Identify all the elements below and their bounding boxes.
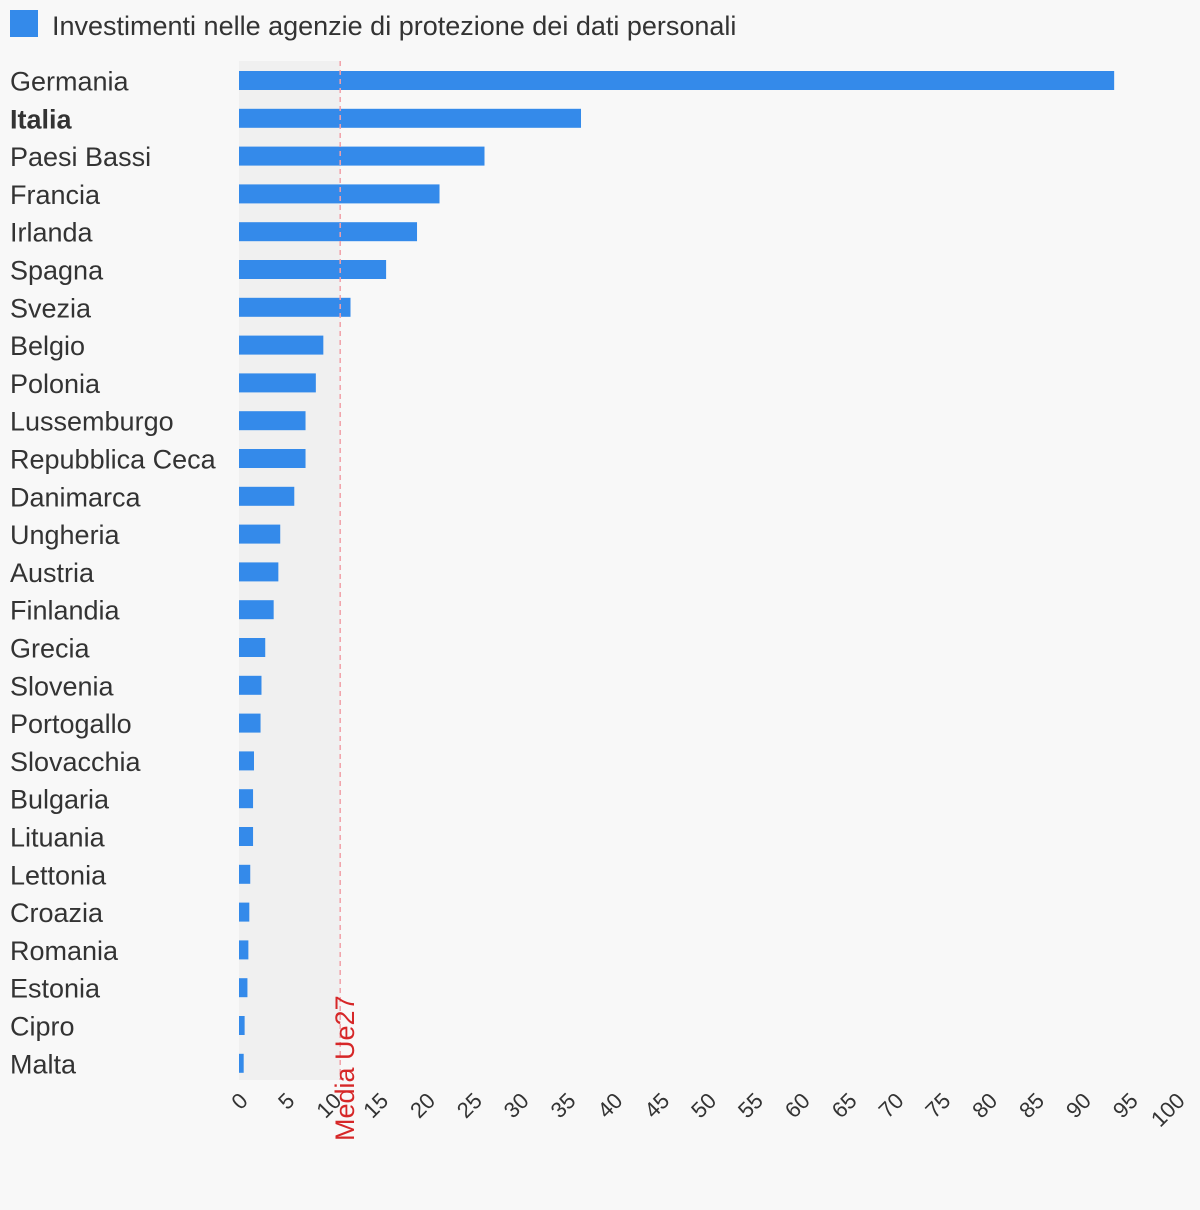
bar (239, 827, 254, 846)
category-label: Paesi Bassi (10, 142, 151, 172)
x-tick-label: 20 (405, 1088, 440, 1123)
category-label: Slovacchia (10, 747, 142, 777)
x-tick-label: 65 (827, 1088, 862, 1123)
category-label: Romania (10, 936, 119, 966)
category-label: Svezia (10, 293, 92, 323)
x-tick-label: 70 (874, 1088, 909, 1123)
bar (239, 108, 582, 128)
bar (239, 864, 251, 884)
category-label: Slovenia (10, 671, 115, 701)
category-label: Estonia (10, 974, 101, 1004)
x-tick-label: 5 (273, 1088, 299, 1114)
bar (239, 978, 248, 998)
bar (239, 940, 249, 960)
x-tick-label: 35 (546, 1088, 581, 1123)
category-label: Grecia (10, 634, 91, 664)
category-label: Repubblica Ceca (10, 445, 217, 475)
bar (239, 751, 254, 771)
bar (239, 222, 418, 242)
x-tick-label: 80 (967, 1088, 1002, 1123)
category-label: Portogallo (10, 709, 132, 739)
x-tick-label: 30 (499, 1088, 534, 1123)
x-tick-label: 85 (1014, 1088, 1049, 1123)
category-label: Danimarca (10, 482, 142, 512)
category-label: Polonia (10, 369, 101, 399)
x-tick-label: 60 (780, 1088, 815, 1123)
x-axis-ticks: 0 5 10 15 20 25 30 35 40 45 50 55 60 65 70 75 80 85 90 95 10… (226, 1088, 1189, 1132)
legend: Investimenti nelle agenzie di protezione… (10, 10, 736, 41)
category-label: Austria (10, 558, 95, 588)
bar (239, 675, 262, 695)
legend-label: Investimenti nelle agenzie di protezione… (52, 11, 736, 41)
category-label: Lettonia (10, 860, 107, 890)
x-tick-label: 45 (639, 1088, 674, 1123)
bar (239, 524, 281, 544)
x-tick-label: 0 (226, 1088, 252, 1114)
category-label: Finlandia (10, 596, 121, 626)
category-label: Malta (10, 1049, 77, 1079)
category-label: Spagna (10, 256, 104, 286)
x-tick-label: 95 (1108, 1088, 1143, 1123)
bar (239, 146, 485, 166)
x-tick-label: 55 (733, 1088, 768, 1123)
bar (239, 260, 387, 279)
bar (239, 411, 306, 431)
bar (239, 638, 266, 657)
x-tick-label: 90 (1061, 1088, 1096, 1123)
bar (239, 713, 261, 733)
x-tick-label: 25 (452, 1088, 487, 1123)
category-label: Ungheria (10, 520, 121, 550)
category-label: Belgio (10, 331, 85, 361)
bar (239, 1016, 245, 1035)
bar (239, 71, 1115, 90)
bar (239, 184, 440, 204)
category-labels: Germania Italia Paesi Bassi Francia Irlanda S… (10, 67, 217, 1080)
bar (239, 562, 279, 582)
category-label: Irlanda (10, 218, 94, 248)
bars-group (239, 71, 1115, 1073)
bar (239, 373, 316, 393)
x-tick-label: 75 (920, 1088, 955, 1123)
x-tick-label: 15 (358, 1088, 393, 1123)
x-tick-label: 40 (592, 1088, 627, 1123)
x-tick-label: 50 (686, 1088, 721, 1123)
category-label: Lituania (10, 823, 106, 853)
bar (239, 1053, 244, 1073)
category-label: Lussemburgo (10, 407, 174, 437)
bar (239, 902, 250, 922)
category-label: Germania (10, 67, 130, 97)
bar (239, 297, 351, 317)
bar (239, 449, 306, 468)
bar (239, 600, 274, 620)
reference-label: Media Ue27 (330, 995, 360, 1141)
category-label: Italia (10, 104, 73, 134)
category-label: Bulgaria (10, 785, 110, 815)
category-label: Croazia (10, 898, 104, 928)
category-label: Francia (10, 180, 101, 210)
legend-swatch (10, 10, 38, 37)
category-label: Cipro (10, 1012, 75, 1042)
x-tick-label: 100 (1146, 1088, 1190, 1132)
bar (239, 335, 324, 355)
bar (239, 486, 295, 506)
bar (239, 789, 254, 809)
